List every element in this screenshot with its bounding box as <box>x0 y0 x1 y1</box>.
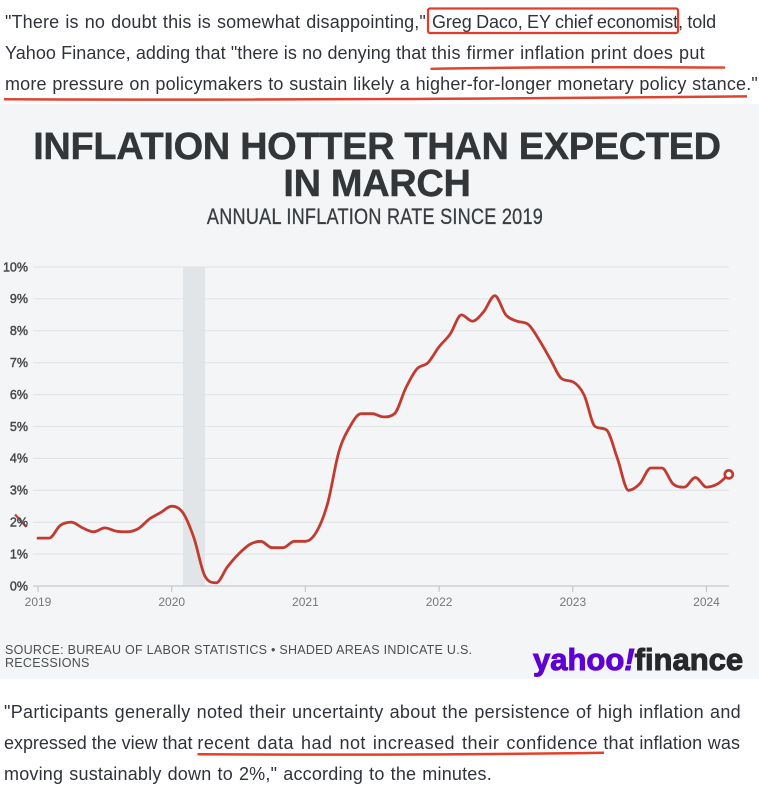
svg-text:10%: 10% <box>3 260 28 274</box>
svg-text:2022: 2022 <box>426 595 453 609</box>
svg-text:2024: 2024 <box>693 595 720 609</box>
svg-text:6%: 6% <box>10 388 28 402</box>
svg-text:1%: 1% <box>10 547 28 561</box>
svg-text:2%: 2% <box>10 516 28 530</box>
svg-text:0%: 0% <box>10 579 28 593</box>
svg-text:8%: 8% <box>10 324 28 338</box>
svg-text:2023: 2023 <box>559 595 586 609</box>
svg-text:4%: 4% <box>10 452 28 466</box>
svg-text:9%: 9% <box>10 292 28 306</box>
svg-text:2020: 2020 <box>158 595 185 609</box>
svg-text:3%: 3% <box>10 484 28 498</box>
svg-text:2021: 2021 <box>292 595 319 609</box>
svg-text:5%: 5% <box>10 420 28 434</box>
svg-text:7%: 7% <box>10 356 28 370</box>
svg-text:2019: 2019 <box>25 595 52 609</box>
